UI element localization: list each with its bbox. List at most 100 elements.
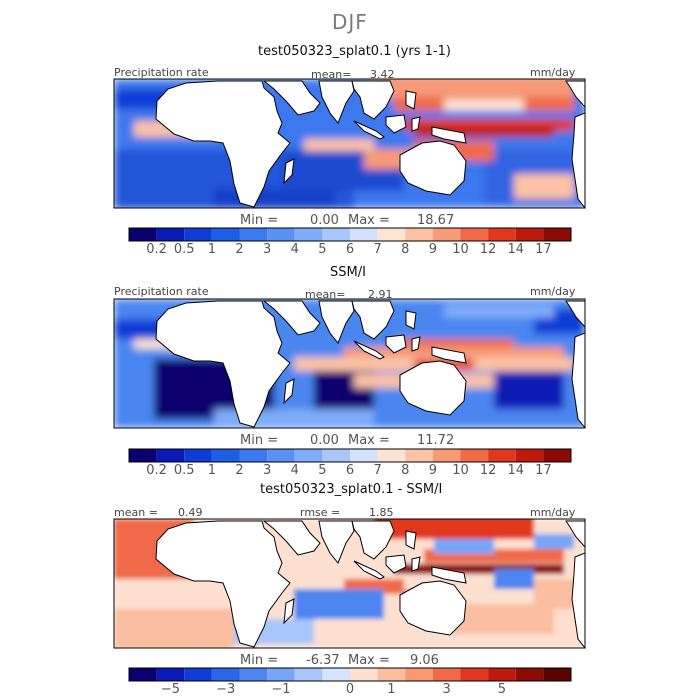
- colorbar-swatch: [239, 228, 268, 241]
- colorbar-tick-label: −5: [161, 682, 180, 697]
- colorbar-swatch: [267, 228, 295, 241]
- colorbar-tick-label: 3: [263, 242, 271, 257]
- colorbar-tick-label: 1: [387, 682, 395, 697]
- colorbar-tick-label: 7: [373, 242, 381, 257]
- colorbar-tick-label: 0.5: [174, 463, 195, 478]
- colorbar-swatch: [129, 668, 157, 681]
- panel2-mean-value: 2.91: [368, 288, 393, 301]
- colorbar-swatch: [211, 449, 240, 462]
- colorbar-swatch: [350, 668, 378, 681]
- panel3-max-value: 9.06: [410, 653, 439, 668]
- panel2-max-label: Max =: [348, 433, 390, 448]
- panel3-min-value: -6.37: [306, 653, 340, 668]
- colorbar-tick-label: 0.2: [146, 242, 167, 257]
- panel3-title: test050323_splat0.1 - SSM/I: [260, 482, 443, 497]
- precipitation-maps: [114, 79, 585, 648]
- colorbar-swatch: [267, 449, 295, 462]
- colorbar-swatch: [515, 668, 544, 681]
- colorbar-tick-label: 4: [291, 242, 299, 257]
- panel1-title: test050323_splat0.1 (yrs 1-1): [258, 44, 451, 59]
- colorbar-swatch: [405, 228, 433, 241]
- colorbar-swatch: [211, 228, 240, 241]
- colorbar-swatch: [129, 228, 157, 241]
- colorbar-swatch: [432, 228, 461, 241]
- map-frame-1: [113, 78, 586, 209]
- colorbar-swatch: [405, 668, 433, 681]
- colorbar-tick-label: 14: [507, 242, 524, 257]
- colorbar-swatch: [322, 228, 350, 241]
- map-panel-3: [114, 519, 585, 648]
- colorbar-swatch: [350, 449, 378, 462]
- colorbar-swatch: [239, 449, 268, 462]
- panel3-mean-label: mean =: [114, 506, 158, 519]
- colorbar-tick-label: 9: [429, 242, 437, 257]
- colorbar-swatch: [350, 228, 378, 241]
- panel1-max-label: Max =: [348, 213, 390, 228]
- colorbar-swatch: [460, 228, 489, 241]
- colorbar-swatch: [322, 668, 350, 681]
- colorbar-swatch: [377, 449, 406, 462]
- colorbar-tick-label: 1: [208, 242, 216, 257]
- colorbar-swatch: [515, 449, 544, 462]
- panel2-units: mm/day: [530, 285, 576, 298]
- colorbar-swatch: [488, 449, 516, 462]
- colorbar-swatch: [184, 228, 212, 241]
- colorbar-swatch: [377, 228, 406, 241]
- map-frame-2: [113, 298, 586, 429]
- colorbar-swatch: [294, 449, 323, 462]
- colorbar-tick-label: 9: [429, 463, 437, 478]
- colorbar-swatch: [432, 449, 461, 462]
- colorbar-tick-label: 12: [480, 242, 497, 257]
- panel2-title: SSM/I: [330, 265, 366, 280]
- colorbar-1: 0.2 0.5 1 2 3 4 5 6 7 8 9 10 12 14 17: [128, 227, 572, 257]
- colorbar-tick-label: 17: [535, 463, 552, 478]
- colorbar-swatch: [543, 228, 571, 241]
- colorbar-tick-label: 0.2: [146, 463, 167, 478]
- colorbar-swatch: [294, 228, 323, 241]
- colorbar-swatch: [267, 668, 295, 681]
- panel3-min-label: Min =: [240, 653, 279, 668]
- colorbar-swatch: [156, 668, 185, 681]
- panel3-units: mm/day: [530, 506, 576, 519]
- colorbar-tick-label: 14: [507, 463, 524, 478]
- panel1-variable-label: Precipitation rate: [114, 66, 209, 79]
- panel2-min-value: 0.00: [310, 433, 339, 448]
- colorbar-tick-label: 12: [480, 463, 497, 478]
- panel1-max-value: 18.67: [417, 213, 455, 228]
- colorbar-swatch: [488, 668, 516, 681]
- colorbar-swatch: [515, 228, 544, 241]
- panel3-max-label: Max =: [348, 653, 390, 668]
- panel3-rmse-label: rmse =: [300, 506, 341, 519]
- colorbar-swatch: [156, 228, 185, 241]
- colorbar-tick-label: 6: [346, 242, 354, 257]
- colorbar-tick-label: 3: [263, 463, 271, 478]
- colorbar-swatch: [294, 668, 323, 681]
- colorbar-tick-label: 4: [291, 463, 299, 478]
- colorbar-swatch: [184, 449, 212, 462]
- colorbar-swatch: [184, 668, 212, 681]
- colorbar-tick-label: 5: [318, 242, 326, 257]
- panel2-mean-label: mean=: [305, 288, 346, 301]
- colorbar-swatch: [322, 449, 350, 462]
- colorbar-tick-label: 17: [535, 242, 552, 257]
- panel3-mean-value: 0.49: [178, 506, 203, 519]
- colorbar-tick-label: 0.5: [174, 242, 195, 257]
- map-panel-2: [114, 299, 585, 428]
- panel2-variable-label: Precipitation rate: [114, 285, 209, 298]
- panel2-max-value: 11.72: [417, 433, 455, 448]
- colorbar-swatch: [405, 449, 433, 462]
- season-label: DJF: [332, 10, 368, 34]
- colorbar-tick-label: 6: [346, 463, 354, 478]
- colorbar-tick-label: 3: [443, 682, 451, 697]
- colorbar-swatch: [488, 228, 516, 241]
- panel1-units: mm/day: [530, 66, 576, 79]
- colorbar-swatch: [377, 668, 406, 681]
- colorbar-swatch: [239, 668, 268, 681]
- colorbar-swatch: [460, 668, 489, 681]
- colorbar-swatch: [129, 449, 157, 462]
- colorbar-swatch: [460, 449, 489, 462]
- colorbar-tick-label: 7: [373, 463, 381, 478]
- colorbar-swatch: [432, 668, 461, 681]
- map-panel-1: [114, 79, 585, 208]
- colorbar-3: −5 −3 −1 0 1 3 5: [128, 667, 572, 697]
